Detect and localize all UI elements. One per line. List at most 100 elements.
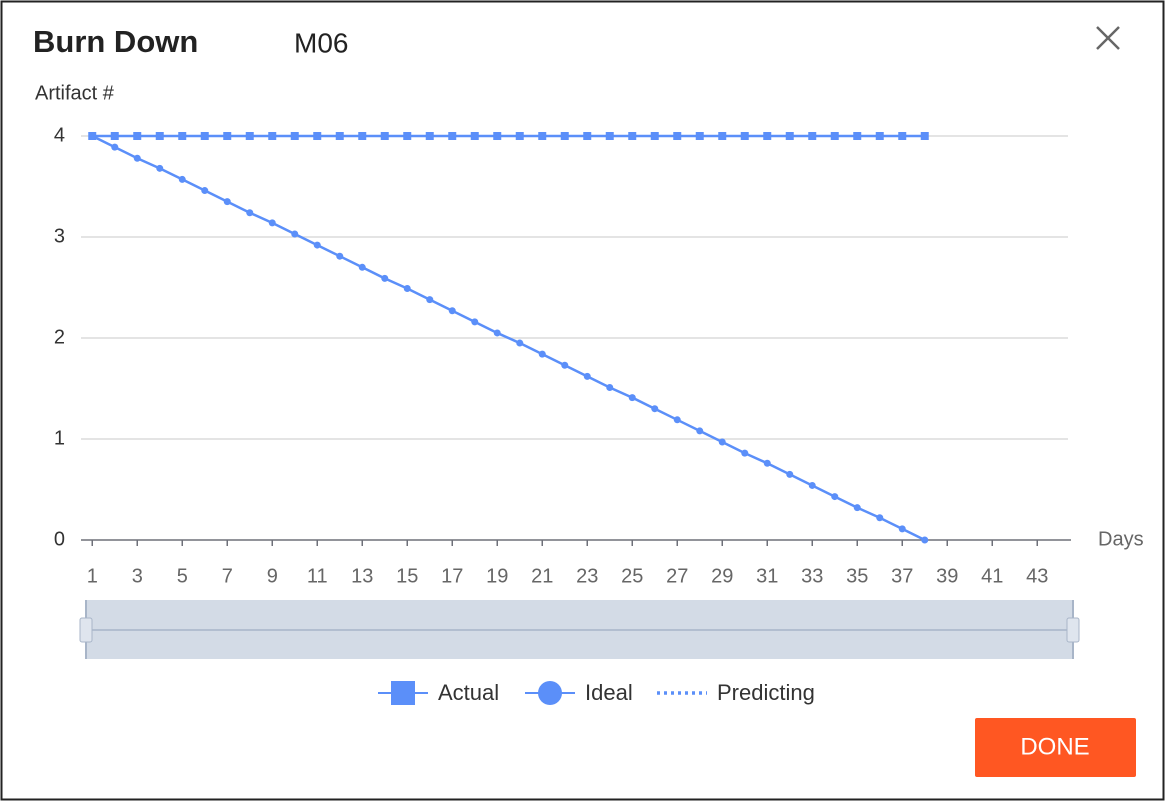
data-point: [921, 536, 929, 544]
x-tick-label: 5: [177, 565, 188, 587]
legend-icon: [391, 681, 415, 705]
slider-handle[interactable]: [1066, 617, 1080, 643]
data-point: [335, 132, 344, 140]
data-point: [111, 143, 119, 151]
data-point: [898, 525, 906, 533]
data-point: [808, 132, 817, 140]
data-point: [268, 132, 277, 140]
close-icon: [1096, 26, 1120, 50]
data-point: [155, 132, 164, 140]
y-tick-label: 2: [54, 326, 65, 348]
data-point: [628, 132, 637, 140]
data-point: [290, 132, 299, 140]
x-tick-label: 1: [87, 565, 98, 587]
data-point: [425, 132, 434, 140]
data-point: [898, 132, 907, 140]
x-tick-label: 43: [1026, 565, 1048, 587]
data-point: [650, 132, 659, 140]
data-point: [381, 274, 389, 282]
x-tick-label: 17: [441, 565, 463, 587]
x-tick-label: 25: [621, 565, 643, 587]
x-tick-label: 23: [576, 565, 598, 587]
data-point: [245, 132, 254, 140]
legend-item[interactable]: Ideal: [525, 680, 633, 705]
x-tick-label: 31: [756, 565, 778, 587]
x-tick-label: 33: [801, 565, 823, 587]
data-point: [291, 230, 299, 238]
data-point: [538, 132, 547, 140]
x-tick-label: 41: [981, 565, 1003, 587]
data-point: [718, 132, 727, 140]
x-axis-title: Days: [1098, 528, 1144, 550]
close-button[interactable]: [1096, 26, 1120, 50]
data-point: [651, 405, 659, 413]
data-point: [560, 132, 569, 140]
data-point: [403, 285, 411, 293]
x-tick-label: 35: [846, 565, 868, 587]
x-tick-label: 19: [486, 565, 508, 587]
data-point: [515, 132, 524, 140]
data-point: [493, 329, 501, 337]
data-point: [583, 132, 592, 140]
data-point: [606, 383, 614, 391]
data-point: [448, 132, 457, 140]
data-point: [785, 132, 794, 140]
series-line: [91, 134, 926, 542]
done-button-bg: [975, 718, 1136, 777]
x-tick-label: 7: [222, 565, 233, 587]
data-point: [313, 132, 322, 140]
y-tick-label: 0: [54, 528, 65, 550]
y-axis-title: Artifact #: [35, 82, 115, 104]
data-point: [875, 132, 884, 140]
x-tick-label: 27: [666, 565, 688, 587]
x-tick-label: 29: [711, 565, 733, 587]
data-point: [673, 416, 681, 424]
legend-label: Ideal: [585, 680, 633, 705]
x-tick-label: 9: [267, 565, 278, 587]
data-point: [178, 175, 186, 183]
data-point: [201, 187, 209, 195]
data-point: [516, 339, 524, 347]
data-point: [448, 307, 456, 315]
data-point: [200, 132, 209, 140]
data-point: [380, 132, 389, 140]
x-tick-label: 15: [396, 565, 418, 587]
data-point: [426, 296, 434, 304]
done-button[interactable]: DONE: [975, 718, 1136, 777]
data-point: [763, 459, 771, 467]
data-point: [88, 132, 96, 140]
x-tick-label: 13: [351, 565, 373, 587]
data-point: [876, 514, 884, 522]
data-point: [336, 252, 344, 260]
data-point: [583, 372, 591, 380]
data-point: [853, 504, 861, 512]
data-point: [470, 132, 479, 140]
data-point: [133, 132, 142, 140]
data-point: [358, 263, 366, 271]
data-point: [696, 427, 704, 435]
legend-icon: [538, 681, 562, 705]
data-point: [403, 132, 412, 140]
zoom-slider[interactable]: [79, 600, 1080, 659]
data-point: [628, 394, 636, 402]
x-tick-label: 39: [936, 565, 958, 587]
data-point: [223, 132, 232, 140]
y-tick-label: 3: [54, 225, 65, 247]
data-point: [831, 493, 839, 501]
x-tick-label: 21: [531, 565, 553, 587]
data-point: [830, 132, 839, 140]
slider-handle[interactable]: [79, 617, 93, 643]
data-point: [808, 481, 816, 489]
legend-item[interactable]: Actual: [378, 680, 499, 705]
x-tick-label: 11: [307, 565, 328, 587]
legend-item[interactable]: Predicting: [657, 680, 815, 705]
dialog-subtitle: M06: [294, 27, 348, 58]
y-tick-label: 4: [54, 124, 65, 146]
data-point: [605, 132, 614, 140]
data-point: [673, 132, 682, 140]
data-point: [268, 219, 276, 227]
legend-label: Actual: [438, 680, 499, 705]
data-point: [718, 438, 726, 446]
